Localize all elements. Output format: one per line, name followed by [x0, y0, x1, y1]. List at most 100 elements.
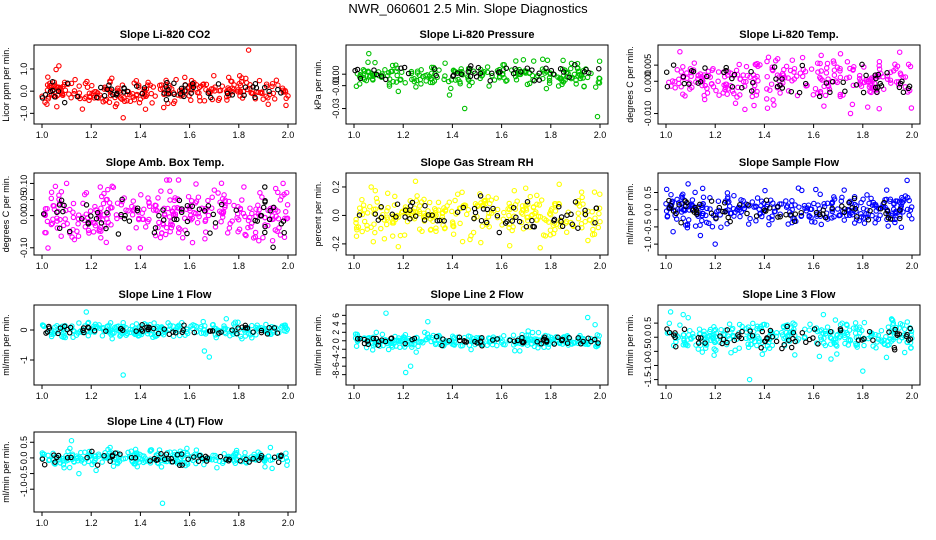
data-point	[711, 352, 717, 358]
data-point	[448, 338, 455, 344]
data-point	[465, 207, 472, 213]
data-point	[120, 456, 127, 462]
data-point	[44, 87, 51, 93]
data-point	[45, 74, 51, 80]
data-point	[262, 229, 268, 236]
data-point	[857, 81, 863, 87]
data-point	[738, 335, 745, 342]
data-point	[178, 209, 185, 216]
data-point	[501, 209, 507, 216]
data-point	[68, 437, 75, 444]
data-point	[182, 88, 188, 94]
data-point	[685, 217, 692, 223]
data-point	[119, 198, 125, 205]
data-point	[151, 229, 158, 236]
data-point	[106, 200, 113, 206]
data-point	[372, 229, 378, 236]
data-point	[864, 192, 870, 198]
data-point	[725, 214, 731, 221]
data-point	[792, 338, 798, 345]
data-point	[171, 216, 178, 222]
chart-title: Slope Li-820 Pressure	[420, 29, 535, 41]
data-point	[479, 223, 486, 229]
data-point	[357, 75, 364, 82]
data-point	[61, 333, 68, 339]
data-point	[366, 50, 372, 57]
data-point	[736, 207, 743, 213]
data-point	[76, 470, 82, 477]
data-point	[905, 85, 912, 92]
data-point	[713, 330, 720, 336]
data-point	[109, 75, 115, 82]
data-point	[449, 208, 455, 215]
data-point	[853, 82, 860, 88]
y-axis-label: ml/min per min.	[1, 441, 11, 503]
data-point	[413, 84, 419, 90]
data-point	[429, 79, 436, 86]
data-point	[575, 198, 582, 204]
data-point	[66, 464, 73, 471]
data-point	[759, 328, 766, 335]
data-point	[463, 211, 470, 218]
data-point	[670, 228, 676, 235]
data-point	[442, 73, 448, 79]
data-point	[184, 218, 191, 225]
data-point	[764, 73, 770, 80]
data-point	[471, 215, 477, 222]
data-point	[109, 450, 116, 456]
data-point	[531, 77, 538, 84]
data-point	[791, 218, 798, 224]
data-point	[384, 190, 391, 197]
data-point	[809, 218, 815, 225]
data-point	[421, 329, 428, 336]
plot-frame	[33, 431, 297, 513]
data-point	[284, 202, 291, 208]
plot-frame	[345, 172, 609, 256]
data-point	[195, 458, 202, 464]
data-point	[853, 203, 860, 209]
data-point	[827, 341, 834, 347]
y-tick-label: 0.0	[331, 209, 341, 222]
data-point	[860, 368, 866, 374]
data-point	[48, 195, 55, 202]
data-point	[132, 331, 138, 338]
data-point	[593, 205, 600, 212]
data-point	[47, 88, 54, 95]
data-point	[907, 336, 914, 342]
data-point	[779, 76, 785, 82]
data-point	[842, 340, 848, 347]
x-tick-label: 1.4	[134, 391, 147, 401]
data-point	[771, 64, 778, 70]
x-tick-label: 1.0	[660, 130, 673, 140]
data-point	[575, 225, 581, 231]
data-point	[393, 68, 399, 75]
data-point	[555, 74, 561, 81]
data-point	[41, 461, 48, 468]
x-tick-label: 1.0	[348, 391, 361, 401]
data-point	[96, 322, 102, 328]
data-point	[75, 216, 82, 222]
data-point	[117, 451, 123, 457]
data-point	[898, 224, 905, 231]
data-point	[697, 222, 703, 228]
data-point	[582, 211, 589, 218]
data-point	[478, 217, 485, 224]
data-point	[504, 218, 510, 225]
data-point	[91, 328, 98, 334]
data-point	[177, 226, 183, 232]
data-point	[245, 217, 252, 224]
chart-title: Slope Li-820 Temp.	[739, 29, 838, 41]
data-point	[63, 180, 70, 187]
y-tick-label: -1	[19, 356, 29, 364]
data-point	[64, 80, 71, 87]
x-tick-label: 1.6	[183, 130, 196, 140]
data-point	[762, 338, 768, 345]
data-point	[107, 330, 113, 336]
data-point	[703, 212, 709, 219]
data-point	[262, 184, 268, 190]
data-point	[836, 212, 843, 218]
data-point	[433, 72, 439, 79]
data-point	[371, 67, 377, 73]
data-point	[239, 95, 246, 101]
data-point	[500, 333, 507, 339]
